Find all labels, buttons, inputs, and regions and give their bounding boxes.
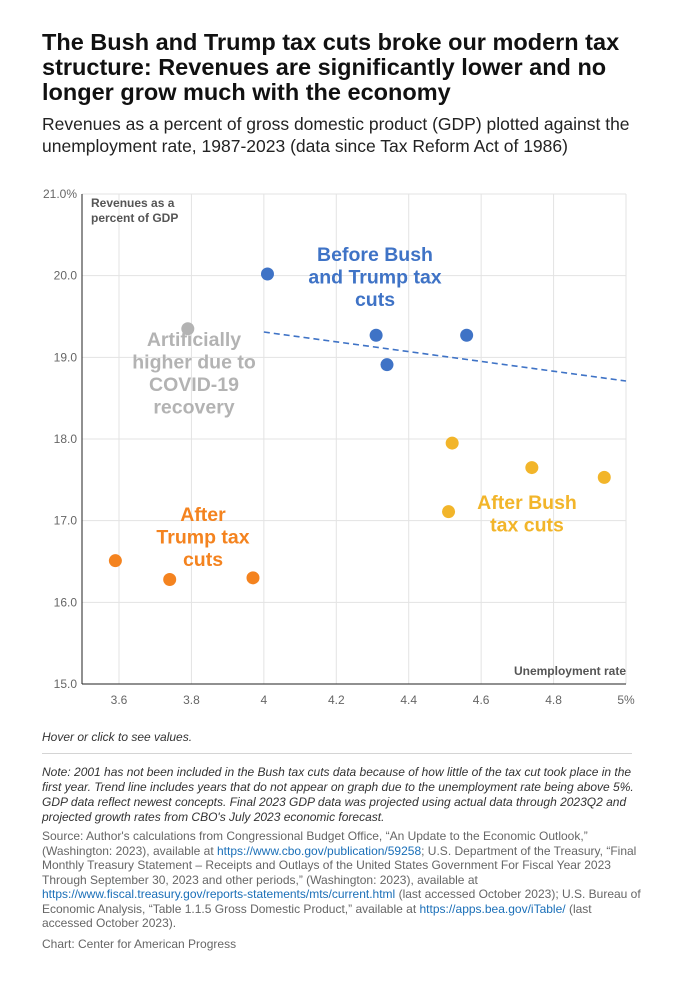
series-label-line: After Bush — [477, 492, 577, 514]
x-tick-label: 4.8 — [545, 693, 562, 707]
divider — [42, 753, 632, 754]
axes: 15.0 16.0 17.0 18.0 19.0 20.0 21.0% 3.6 3.8 4 4.2 4… — [43, 187, 635, 707]
x-axis-label: Unemployment rate — [514, 664, 626, 678]
y-axis-label-line: Revenues as a — [91, 196, 175, 210]
source-link-treasury[interactable]: https://www.fiscal.treasury.gov/reports-… — [42, 887, 396, 901]
data-point[interactable] — [163, 572, 177, 586]
x-tick-label: 4.2 — [328, 693, 345, 707]
x-tick-label: 3.8 — [183, 693, 200, 707]
source-part-4: (last accessed October 2023). — [42, 901, 592, 931]
trendline-group — [263, 331, 627, 382]
series-label: After Trump tax cuts — [156, 504, 249, 571]
data-point[interactable] — [369, 328, 383, 342]
x-tick-label: 4 — [261, 693, 268, 707]
series-label-line: higher due to — [132, 352, 256, 374]
series-label-line: Trump tax — [156, 527, 249, 549]
source-part-3: (last accessed October 2023); U.S. Burea… — [42, 887, 641, 916]
series-label-line: cuts — [355, 289, 395, 311]
x-tick-label: 5% — [617, 693, 635, 707]
hover-hint: Hover or click to see values. — [42, 730, 193, 744]
source-part-2: ; U.S. Department of the Treasury, “Fina… — [42, 843, 637, 887]
series-label: After Bush tax cuts — [477, 492, 577, 537]
source-link-bea[interactable]: https://apps.bea.gov/iTable/ — [419, 901, 566, 916]
series-label-line: After — [180, 504, 226, 526]
source-part-1: Source: Author's calculations from Congr… — [42, 829, 588, 858]
x-tick-label: 3.6 — [111, 693, 128, 707]
y-axis-label-line: percent of GDP — [91, 211, 178, 225]
chart-title: The Bush and Trump tax cuts broke our mo… — [42, 29, 620, 105]
data-point[interactable] — [260, 267, 274, 281]
series-label-line: tax cuts — [490, 515, 564, 537]
chart-note: Note: 2001 has not been included in the … — [42, 765, 634, 824]
data-point[interactable] — [181, 322, 195, 336]
y-tick-label: 17.0 — [54, 514, 78, 528]
series-label-line: cuts — [183, 549, 223, 571]
data-point[interactable] — [246, 571, 260, 585]
x-tick-label: 4.4 — [400, 693, 417, 707]
source-text: Source: Author's calculations from Congr… — [42, 829, 642, 931]
data-point[interactable] — [525, 461, 539, 475]
chart-subtitle: Revenues as a percent of gross domestic … — [42, 114, 630, 156]
series-label-line: Before Bush — [317, 244, 433, 266]
series-label: Before Bush and Trump tax cuts — [308, 244, 441, 311]
data-point[interactable] — [108, 554, 122, 568]
series-label-line: Artificially — [147, 329, 241, 351]
series-label-line: recovery — [153, 397, 234, 419]
data-point[interactable] — [597, 470, 611, 484]
series-label-line: and Trump tax — [308, 267, 441, 289]
data-point[interactable] — [380, 358, 394, 372]
y-tick-label: 20.0 — [54, 269, 78, 283]
data-point[interactable] — [460, 328, 474, 342]
data-point[interactable] — [442, 505, 456, 519]
y-tick-label: 21.0% — [43, 187, 77, 201]
trend-line — [263, 331, 627, 382]
chart-credit: Chart: Center for American Progress — [42, 937, 237, 951]
grid — [82, 193, 627, 684]
y-tick-label: 15.0 — [54, 677, 78, 691]
data-points[interactable] — [108, 267, 611, 586]
x-tick-label: 4.6 — [473, 693, 490, 707]
series-label: Artificially higher due to COVID-19 recover… — [132, 329, 256, 419]
y-tick-label: 16.0 — [54, 595, 78, 609]
source-link-cbo[interactable]: https://www.cbo.gov/publication/59258 — [217, 843, 422, 858]
y-tick-label: 18.0 — [54, 432, 78, 446]
series-label-line: COVID-19 — [149, 374, 239, 396]
y-axis-label: Revenues as a percent of GDP — [91, 196, 178, 225]
data-point[interactable] — [445, 436, 459, 450]
y-tick-label: 19.0 — [54, 350, 78, 364]
